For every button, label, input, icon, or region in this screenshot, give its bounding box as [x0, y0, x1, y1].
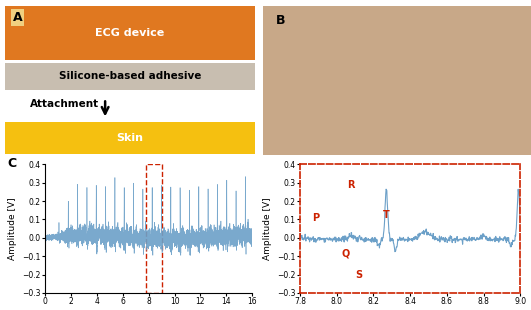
Text: Q: Q	[342, 248, 350, 258]
Text: T: T	[383, 210, 390, 219]
Text: Skin: Skin	[117, 133, 143, 143]
Text: S: S	[355, 270, 362, 280]
Bar	[146, 164, 161, 293]
Bar	[5, 63, 255, 90]
Bar	[5, 122, 255, 153]
Y-axis label: Amplitude [V]: Amplitude [V]	[8, 197, 17, 260]
Text: P: P	[312, 213, 319, 223]
Text: C: C	[8, 157, 17, 170]
Text: A: A	[13, 11, 22, 24]
Bar	[5, 6, 255, 60]
Text: B: B	[276, 14, 286, 27]
Y-axis label: Amplitude [V]: Amplitude [V]	[263, 197, 272, 260]
Text: Silicone-based adhesive: Silicone-based adhesive	[59, 71, 201, 81]
Text: ECG device: ECG device	[96, 28, 165, 38]
Text: R: R	[347, 180, 354, 190]
Text: Attachment: Attachment	[30, 99, 99, 109]
